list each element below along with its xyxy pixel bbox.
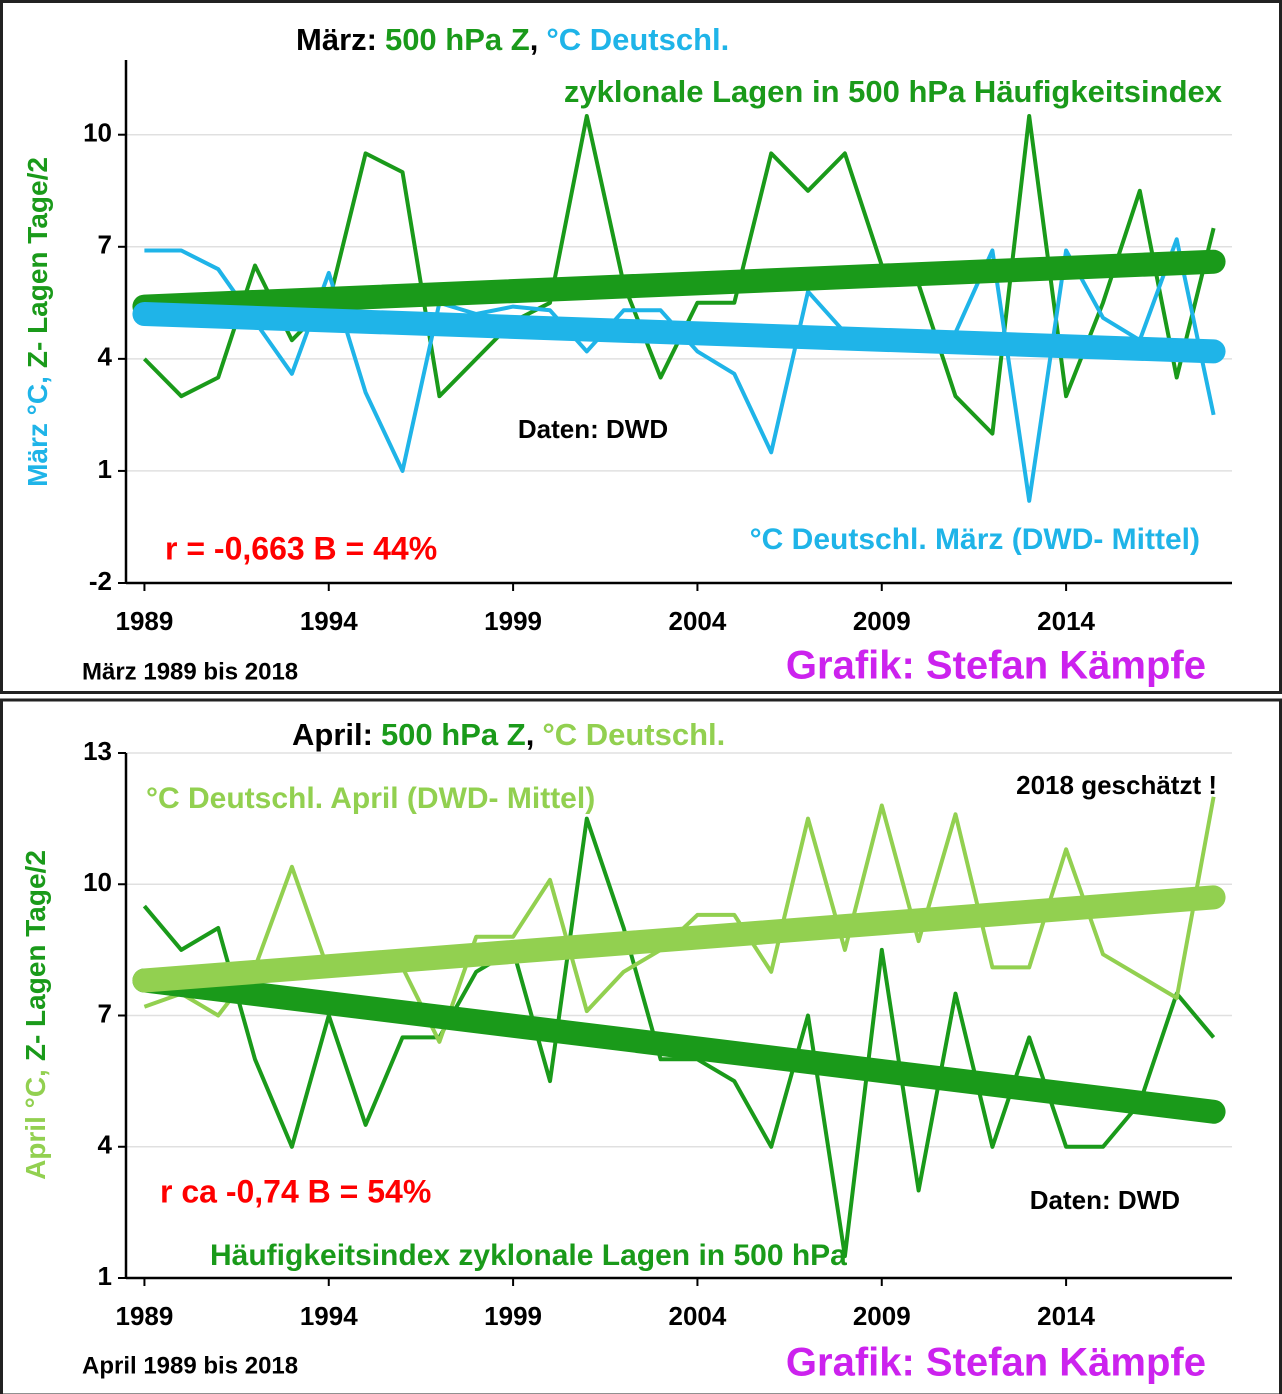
x-tick-label: 1999	[484, 606, 542, 636]
x-tick-label: 2004	[669, 606, 727, 636]
y-label-part: Z- Lagen Tage/2	[20, 850, 51, 1061]
y-axis-label: März °C, Z- Lagen Tage/2	[22, 157, 53, 487]
trend-line	[132, 968, 1226, 1124]
y-label-part: April °C,	[20, 1069, 51, 1180]
y-tick-label: 1	[98, 1261, 112, 1291]
series-line	[142, 816, 1216, 1259]
annotation: März 1989 bis 2018	[82, 658, 298, 685]
x-tick-label: 1989	[116, 1301, 174, 1331]
title-part: ,	[530, 22, 539, 57]
x-tick-label: 2014	[1037, 606, 1095, 636]
title-part: März:	[296, 22, 377, 57]
y-tick-label: 1	[98, 454, 112, 484]
y-tick-label: 4	[98, 342, 113, 372]
annotation: April 1989 bis 2018	[82, 1352, 298, 1379]
trend-line	[132, 885, 1226, 993]
annotation: Häufigkeitsindex zyklonale Lagen in 500 …	[210, 1239, 847, 1272]
y-tick-label: 10	[83, 867, 112, 897]
y-tick-label: -2	[89, 566, 112, 596]
annotation: zyklonale Lagen in 500 hPa Häufigkeitsin…	[564, 74, 1223, 109]
annotation: Grafik: Stefan Kämpfe	[786, 644, 1206, 688]
title-part: °C Deutschl.	[542, 717, 725, 752]
x-tick-label: 1989	[116, 606, 174, 636]
x-tick-label: 2004	[669, 1301, 727, 1331]
y-label-part: März °C,	[22, 376, 53, 487]
panel-frame	[0, 0, 1282, 694]
x-tick-label: 1994	[300, 606, 358, 636]
title-part: April:	[292, 717, 373, 752]
x-tick-label: 1999	[484, 1301, 542, 1331]
chart-title: März: 500 hPa Z, °C Deutschl.	[296, 22, 729, 57]
y-tick-label: 7	[98, 230, 112, 260]
y-tick-label: 4	[98, 1130, 113, 1160]
trend-line	[132, 249, 1226, 319]
x-tick-label: 1994	[300, 1301, 358, 1331]
x-tick-label: 2014	[1037, 1301, 1095, 1331]
annotation: °C Deutschl. März (DWD- Mittel)	[750, 523, 1200, 556]
title-part: 500 hPa Z	[381, 717, 526, 752]
annotation: Daten: DWD	[518, 414, 668, 444]
x-tick-label: 2009	[853, 1301, 911, 1331]
annotation: r ca -0,74 B = 54%	[160, 1173, 431, 1209]
y-tick-label: 10	[83, 118, 112, 148]
title-part: 500 hPa Z	[385, 22, 530, 57]
annotation: r = -0,663 B = 44%	[165, 530, 437, 566]
panel-frame	[0, 698, 1282, 1394]
chart-title: April: 500 hPa Z, °C Deutschl.	[292, 717, 725, 752]
x-tick-label: 2009	[853, 606, 911, 636]
y-axis-label: April °C, Z- Lagen Tage/2	[20, 850, 51, 1180]
annotation: Daten: DWD	[1030, 1185, 1180, 1215]
trend-line	[132, 302, 1226, 364]
annotation: °C Deutschl. April (DWD- Mittel)	[146, 782, 595, 815]
y-tick-label: 7	[98, 998, 112, 1028]
title-part: °C Deutschl.	[546, 22, 729, 57]
title-part: ,	[526, 717, 535, 752]
annotation: 2018 geschätzt !	[1016, 770, 1217, 800]
annotation: Grafik: Stefan Kämpfe	[786, 1341, 1206, 1385]
y-tick-label: 13	[83, 736, 112, 766]
y-label-part: Z- Lagen Tage/2	[22, 157, 53, 368]
